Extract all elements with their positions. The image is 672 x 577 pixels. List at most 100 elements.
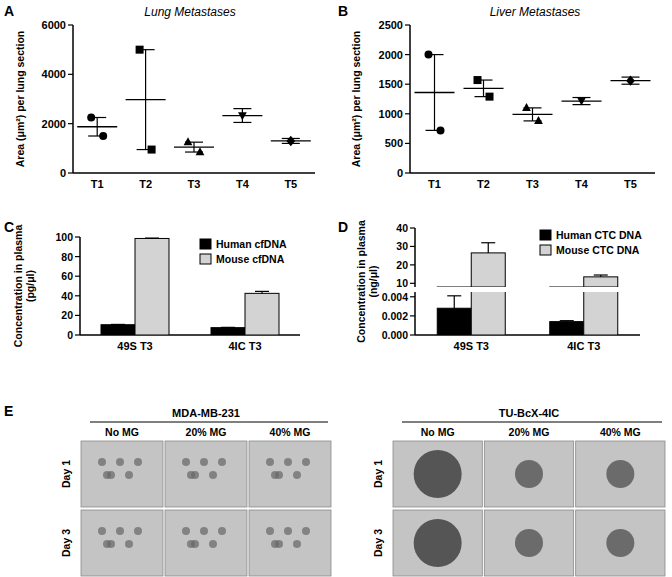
data-point (184, 137, 193, 145)
error-cap (111, 324, 125, 325)
y-axis-label: Area (μm²) per lung section (350, 31, 362, 168)
x-tick-label: 4IC T3 (567, 340, 600, 352)
data-point (286, 136, 295, 146)
bar (437, 308, 471, 335)
micrograph-detail (116, 458, 124, 466)
x-tick-label: T4 (236, 178, 250, 190)
error-bar (97, 118, 98, 137)
micrograph-detail (218, 458, 226, 466)
y-tick (68, 172, 73, 173)
y-tick-label: 500 (385, 137, 403, 149)
row-label: Day 3 (372, 529, 384, 557)
y-tick-label: 40 (61, 290, 73, 302)
y-tick-label: 60 (61, 270, 73, 282)
column-label: No MG (421, 426, 455, 438)
micrograph-detail (182, 527, 190, 535)
column-label: 20% MG (509, 426, 550, 438)
micrograph-detail (284, 458, 292, 466)
y-tick (405, 54, 410, 55)
micrograph-detail (414, 519, 462, 567)
x-tick-label: T2 (477, 178, 490, 190)
y-tick (75, 315, 80, 316)
y-tick-label: 0.004 (382, 291, 408, 303)
micrograph-detail (98, 527, 106, 535)
data-point (148, 146, 156, 154)
micrograph-detail (302, 527, 310, 535)
data-point (534, 116, 543, 124)
column-label: 40% MG (270, 426, 311, 438)
y-tick (410, 296, 415, 297)
micrograph-detail (293, 471, 301, 479)
data-point (437, 126, 445, 134)
row-label: Day 1 (60, 460, 72, 488)
data-point (87, 114, 95, 122)
plot-area (77, 46, 311, 156)
y-tick-label: 0 (397, 167, 403, 179)
y-tick (410, 283, 415, 284)
error-bar (488, 243, 489, 253)
micrograph (393, 510, 482, 576)
column-label: 20% MG (186, 426, 227, 438)
y-tick (405, 84, 410, 85)
micrograph-detail (187, 540, 195, 548)
y-axis-line (79, 237, 81, 335)
legend-label: Mouse cfDNA (216, 253, 285, 265)
y-tick-label: 10 (396, 277, 408, 289)
chart-title: Liver Metastases (490, 5, 581, 19)
y-tick (68, 24, 73, 25)
x-tick-label: T3 (526, 178, 539, 190)
y-tick (410, 246, 415, 247)
micrograph-detail (515, 460, 543, 488)
group-title: MDA-MB-231 (172, 407, 240, 419)
panel-label: B (338, 3, 348, 19)
panel-label: A (4, 3, 14, 19)
x-axis-line (73, 172, 315, 174)
micrograph-detail (302, 458, 310, 466)
y-tick-label: 30 (396, 240, 408, 252)
micrograph (165, 441, 247, 507)
bar (245, 293, 279, 335)
chart-title: Lung Metastases (144, 5, 235, 19)
y-tick-label: 1500 (379, 78, 403, 90)
y-tick-label: 6000 (42, 19, 66, 31)
y-tick-label: 80 (61, 251, 73, 263)
y-tick (75, 256, 80, 257)
error-bar (193, 142, 194, 152)
legend-label: Human cfDNA (216, 238, 287, 250)
error-bar (532, 108, 533, 121)
y-tick (410, 334, 415, 335)
micrograph-detail (414, 450, 462, 498)
micrograph-detail (200, 527, 208, 535)
column-label: 40% MG (600, 426, 641, 438)
micrograph-detail (606, 529, 634, 557)
micrograph-detail (125, 540, 133, 548)
legend: Human CTC DNAMouse CTC DNA (540, 229, 642, 256)
micrograph (484, 510, 573, 576)
y-axis-line (414, 228, 416, 287)
x-tick-label: T5 (284, 178, 297, 190)
column-label: No MG (105, 426, 139, 438)
micrograph (484, 441, 573, 507)
micrograph-detail (271, 540, 279, 548)
micrograph (81, 510, 163, 576)
y-tick-label: 20 (396, 259, 408, 271)
y-axis-line (72, 25, 74, 173)
micrograph-detail (200, 458, 208, 466)
y-tick (405, 24, 410, 25)
axes: 49S T34IC T3020406080100 (55, 231, 300, 352)
error-cap (255, 291, 269, 292)
micrograph-detail (103, 471, 111, 479)
y-tick (405, 113, 410, 114)
error-cap (221, 327, 235, 328)
micrograph-detail (125, 471, 133, 479)
micrograph-detail (284, 527, 292, 535)
bar (550, 322, 584, 335)
data-point (136, 46, 144, 54)
x-tick-label: 49S T3 (117, 340, 152, 352)
bar (211, 328, 245, 335)
data-point (425, 51, 433, 59)
micrograph-detail (116, 527, 124, 535)
micrograph-detail (134, 458, 142, 466)
data-point (99, 132, 107, 140)
y-tick (405, 172, 410, 173)
